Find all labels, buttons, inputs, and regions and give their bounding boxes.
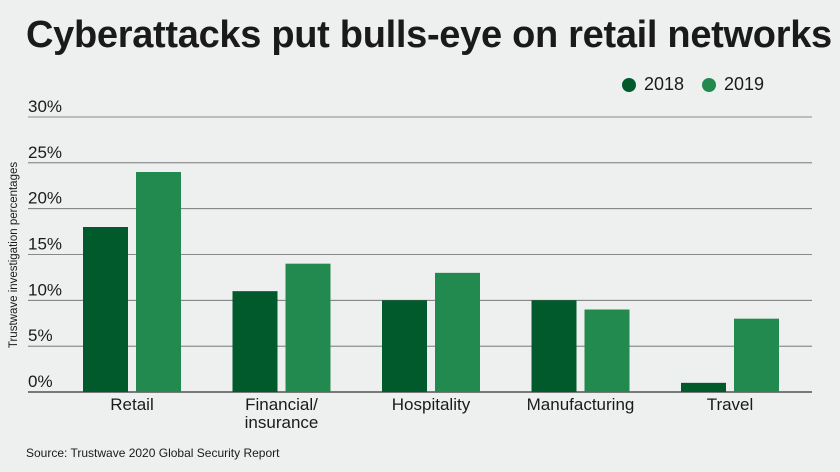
bar-2018-2 [382, 300, 427, 392]
legend-label-2019: 2019 [724, 74, 765, 94]
x-tick-label: Retail [110, 395, 153, 414]
legend-swatch-2019 [702, 77, 716, 92]
x-tick-label: Manufacturing [527, 395, 635, 414]
chart-title: Cyberattacks put bulls-eye on retail net… [26, 14, 832, 56]
x-tick-label: Travel [707, 395, 754, 414]
bar-2019-4 [734, 318, 779, 392]
y-tick-label: 10% [28, 280, 62, 299]
y-tick-label: 25% [28, 143, 62, 162]
bar-2018-1 [232, 291, 278, 392]
x-tick-label: Financial/insurance [245, 395, 319, 432]
y-tick-label: 15% [28, 235, 62, 254]
bar-2018-0 [83, 227, 128, 392]
y-tick-label: 0% [28, 372, 53, 391]
y-tick-label: 5% [28, 326, 53, 345]
bar-2019-0 [136, 172, 181, 392]
y-tick-label: 20% [28, 189, 62, 208]
bar-2018-4 [681, 382, 726, 392]
legend-item-2019: 2019 [702, 74, 764, 95]
y-tick-label: 30% [28, 97, 62, 116]
legend-label-2018: 2018 [644, 74, 685, 94]
x-tick-label: Hospitality [392, 395, 471, 414]
bar-2019-1 [285, 263, 331, 392]
legend-item-2018: 2018 [622, 74, 684, 95]
legend-swatch-2018 [622, 77, 636, 92]
bar-2018-3 [531, 300, 577, 392]
source-note: Source: Trustwave 2020 Global Security R… [26, 446, 280, 460]
bar-2019-3 [584, 309, 630, 392]
bar-2019-2 [435, 272, 480, 392]
